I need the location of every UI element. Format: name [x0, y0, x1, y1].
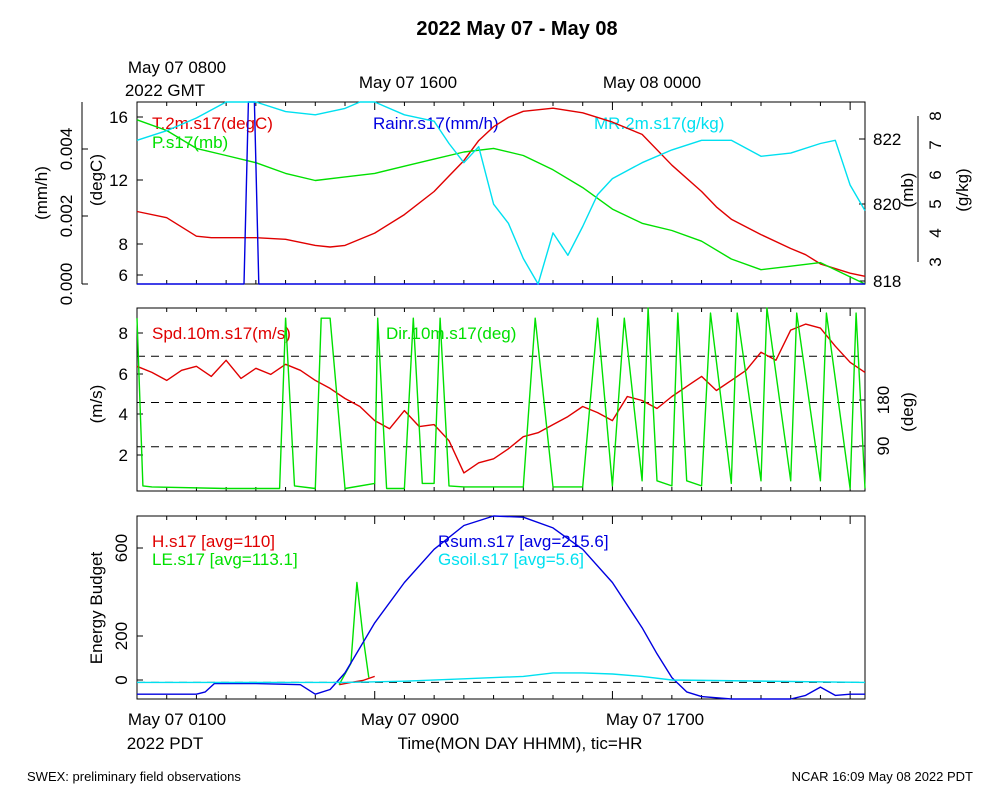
- temp-tick-12: 12: [109, 171, 128, 190]
- panel-1-axis-label-temp: (degC): [87, 154, 106, 206]
- mr-tick-5: 5: [926, 199, 945, 208]
- series-line-le-2-1: [338, 581, 370, 686]
- bottom-axis-label-1: May 07 0100: [128, 710, 226, 729]
- pressure-tick-820: 820: [873, 195, 901, 214]
- legend-gsoil: Gsoil.s17 [avg=5.6]: [438, 550, 584, 569]
- mr-tick-8: 8: [926, 111, 945, 120]
- top-axis-label-1: May 07 0800: [128, 58, 226, 77]
- rain-tick-0: 0.000: [57, 263, 76, 306]
- panel-1-axis-label-rain: (mm/h): [32, 166, 51, 220]
- speed-tick-6: 6: [119, 365, 128, 384]
- footer-right: NCAR 16:09 May 08 2022 PDT: [792, 769, 973, 784]
- legend-direction: Dir.10m.s17(deg): [386, 324, 516, 343]
- rain-tick-2: 0.004: [57, 128, 76, 171]
- temp-tick-8: 8: [119, 235, 128, 254]
- legend-h: H.s17 [avg=110]: [152, 532, 275, 551]
- speed-tick-4: 4: [119, 405, 128, 424]
- bottom-axis-sublabel: 2022 PDT: [127, 734, 204, 753]
- legend-rsum: Rsum.s17 [avg=215.6]: [438, 532, 609, 551]
- speed-tick-8: 8: [119, 324, 128, 343]
- energy-tick-0: 0: [112, 675, 131, 684]
- series-line-rsum-2-2: [137, 515, 865, 700]
- chart-title: 2022 May 07 - May 08: [416, 18, 617, 40]
- energy-tick-600: 600: [112, 534, 131, 562]
- energy-tick-200: 200: [112, 622, 131, 650]
- dir-tick-180: 180: [874, 386, 893, 414]
- mr-tick-3: 3: [926, 257, 945, 266]
- mr-tick-4: 4: [926, 228, 945, 237]
- series-line-t-0-0: [136, 107, 866, 277]
- mr-tick-6: 6: [926, 170, 945, 179]
- legend-speed: Spd.10m.s17(m/s): [152, 324, 291, 343]
- panel-2-axis-label-speed: (m/s): [87, 385, 106, 424]
- pressure-tick-822: 822: [873, 130, 901, 149]
- rain-tick-1: 0.002: [57, 195, 76, 238]
- pressure-tick-818: 818: [873, 272, 901, 291]
- series-line-dir-1-1: [136, 307, 866, 490]
- series-line-h-2-0: [338, 675, 375, 686]
- top-axis-label-3: May 08 0000: [603, 73, 701, 92]
- panel-1-axis-label-mixratio: (g/kg): [953, 168, 972, 211]
- bottom-axis-label-3: May 07 1700: [606, 710, 704, 729]
- legend-temp: T.2m.s17(degC): [152, 114, 273, 133]
- chart-marks: [136, 101, 866, 700]
- panel-1-axis-label-pressure: (mb): [898, 173, 917, 208]
- legend-le: LE.s17 [avg=113.1]: [152, 550, 298, 569]
- series-line-gsoil-2-3: [137, 672, 866, 684]
- top-axis-sublabel: 2022 GMT: [125, 81, 205, 100]
- temp-tick-16: 16: [109, 108, 128, 127]
- bottom-axis-label-2: May 07 0900: [361, 710, 459, 729]
- temp-tick-6: 6: [119, 266, 128, 285]
- bottom-axis-title: Time(MON DAY HHMM), tic=HR: [398, 734, 643, 753]
- mr-tick-7: 7: [926, 140, 945, 149]
- legend-mixratio: MR.2m.s17(g/kg): [594, 114, 724, 133]
- panel-3-axis-label: Energy Budget: [87, 551, 106, 664]
- speed-tick-2: 2: [119, 446, 128, 465]
- panel-2-axis-label-dir: (deg): [898, 392, 917, 432]
- top-axis-label-2: May 07 1600: [359, 73, 457, 92]
- legend-pressure: P.s17(mb): [152, 133, 228, 152]
- footer-left: SWEX: preliminary field observations: [27, 769, 241, 784]
- dir-tick-90: 90: [874, 437, 893, 456]
- series-line-mr-0-3: [136, 101, 866, 285]
- series-line-spd-1-0: [136, 323, 866, 474]
- series-line-p-0-1: [136, 119, 866, 285]
